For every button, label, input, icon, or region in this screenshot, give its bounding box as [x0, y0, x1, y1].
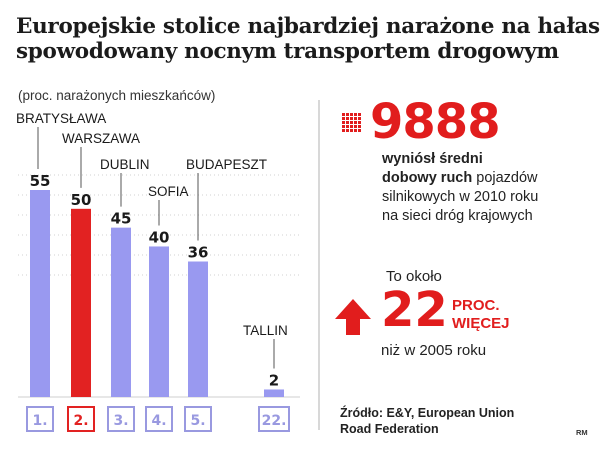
category-label: DUBLIN — [100, 157, 150, 172]
value-label: 55 — [30, 172, 51, 190]
source-note: Źródło: E&Y, European Union Road Federat… — [340, 405, 514, 437]
category-label: WARSZAWA — [62, 131, 140, 146]
bar-dublin — [111, 227, 131, 397]
value-label: 40 — [149, 228, 170, 246]
rank-label: 22. — [262, 413, 287, 429]
bar-tallin — [264, 389, 284, 397]
bar-chart: 55 BRATYSŁAWA 1. 50 WARSZAWA 2. 45 DUBLIN 3. 40 SO… — [16, 111, 300, 432]
category-label: TALLIN — [243, 323, 288, 338]
source-line-2: Road Federation — [340, 422, 439, 436]
dot-grid-icon — [342, 113, 361, 132]
increase-prefix: To około — [386, 268, 442, 285]
category-label: BRATYSŁAWA — [16, 111, 106, 126]
value-label: 36 — [188, 244, 209, 262]
value-label: 45 — [111, 210, 132, 228]
source-line-1: Źródło: E&Y, European Union — [340, 406, 515, 420]
daily-traffic-value: 9888 — [370, 94, 501, 150]
bar-sofia — [149, 246, 169, 397]
value-label: 2 — [269, 371, 279, 389]
rank-label: 2. — [73, 413, 88, 429]
author-credit: RM — [576, 428, 588, 437]
traffic-line-1: wyniósł średni — [382, 151, 483, 167]
bar-budapeszt — [188, 261, 208, 397]
arrow-up-icon — [335, 299, 371, 335]
increase-value: 22 — [381, 282, 448, 338]
rank-box — [107, 406, 135, 432]
rank-label: 1. — [32, 413, 47, 429]
traffic-line-2: dobowy ruch pojazdów — [382, 170, 538, 186]
increase-unit: PROC. WIĘCEJ — [452, 297, 510, 333]
traffic-line-3: silnikowych w 2010 roku — [382, 189, 539, 205]
chart-subtitle: (proc. narażonych mieszkańców) — [18, 88, 216, 103]
rank-box — [184, 406, 212, 432]
rank-label: 3. — [113, 413, 128, 429]
rank-box — [26, 406, 54, 432]
bar-warszawa — [71, 208, 91, 397]
increase-unit-line-2: WIĘCEJ — [452, 315, 510, 332]
category-label: BUDAPESZT — [186, 157, 267, 172]
rank-label: 4. — [151, 413, 166, 429]
increase-suffix: niż w 2005 roku — [381, 342, 487, 359]
rank-box — [145, 406, 173, 432]
increase-unit-line-1: PROC. — [452, 297, 500, 314]
bar-bratysława — [30, 190, 50, 397]
column-divider — [318, 100, 320, 430]
rank-box — [258, 406, 290, 432]
rank-box — [67, 406, 95, 432]
value-label: 50 — [71, 191, 92, 209]
rank-label: 5. — [190, 413, 205, 429]
traffic-line-4: na sieci dróg krajowych — [382, 208, 533, 224]
daily-traffic-description: wyniósł średni dobowy ruch pojazdów siln… — [382, 150, 607, 226]
category-label: SOFIA — [148, 184, 189, 199]
chart-title: Europejskie stolice najbardziej narażone… — [16, 14, 600, 64]
